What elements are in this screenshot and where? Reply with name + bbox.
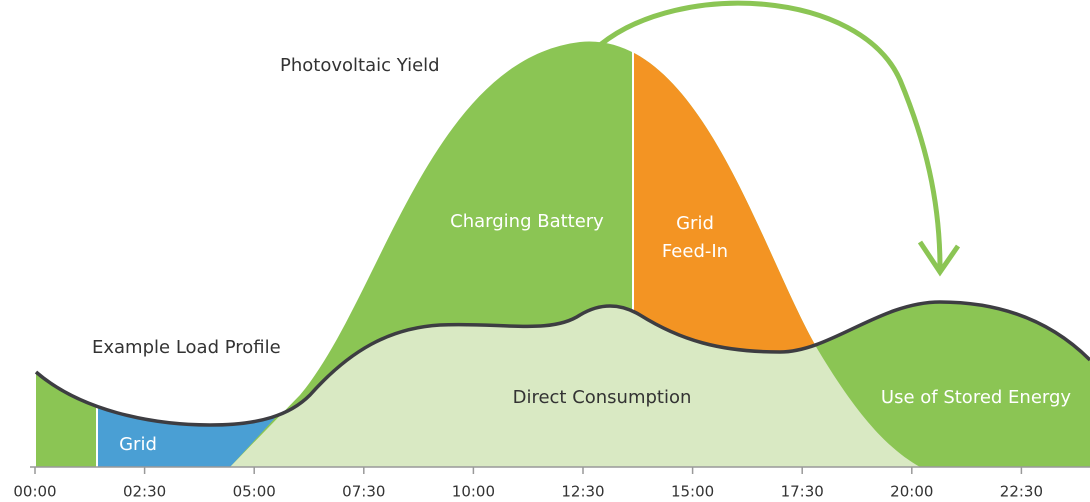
x-tick-label: 22:30 [1000, 483, 1043, 501]
label: Feed-In [662, 241, 728, 262]
x-tick-label: 12:30 [561, 483, 604, 501]
arrow-head [917, 240, 961, 277]
x-tick-label: 15:00 [671, 483, 714, 501]
x-ticks: 00:00 02:30 05:00 07:30 10:00 12:30 15:00 17:30… [13, 467, 1043, 501]
label: Direct Consumption [513, 387, 692, 408]
label: Example Load Profile [92, 337, 281, 358]
x-tick-label: 07:30 [342, 483, 385, 501]
arrow [598, 0, 943, 269]
load-curve [34, 300, 1090, 427]
x-tick-label: 17:30 [781, 483, 824, 501]
direct-consumption-area [230, 302, 920, 467]
label: Grid [119, 434, 157, 455]
label: Use of Stored Energy [881, 387, 1072, 408]
x-tick-label: 05:00 [233, 483, 276, 501]
label: Charging Battery [450, 211, 604, 232]
x-tick-label: 00:00 [13, 483, 56, 501]
x-tick-label: 02:30 [123, 483, 166, 501]
x-tick-label: 10:00 [452, 483, 495, 501]
label: Grid [676, 213, 714, 234]
x-tick-label: 20:00 [890, 483, 933, 501]
label: Photovoltaic Yield [280, 55, 440, 76]
